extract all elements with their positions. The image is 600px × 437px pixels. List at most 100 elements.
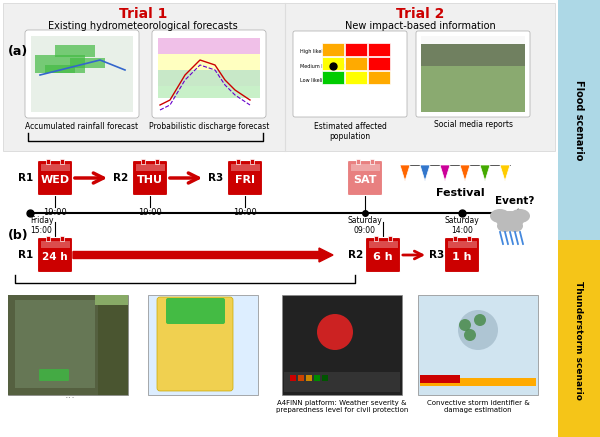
Ellipse shape — [490, 209, 510, 223]
Text: R1: R1 — [19, 250, 34, 260]
Polygon shape — [460, 165, 470, 181]
Bar — [290, 375, 296, 381]
Text: R2: R2 — [113, 173, 128, 183]
Text: Trial 1: Trial 1 — [119, 7, 167, 21]
Bar — [236, 159, 240, 164]
Text: R3: R3 — [208, 173, 224, 183]
Ellipse shape — [497, 220, 513, 232]
FancyBboxPatch shape — [133, 160, 167, 195]
Text: SAT: SAT — [353, 175, 377, 185]
Bar — [31, 36, 133, 112]
Bar — [158, 38, 260, 54]
Bar — [370, 159, 374, 164]
Bar — [345, 43, 367, 56]
Bar — [148, 295, 258, 395]
Bar — [345, 71, 367, 84]
Bar — [368, 57, 390, 70]
Text: Thunderstorm scenario: Thunderstorm scenario — [575, 281, 583, 399]
Text: THU: THU — [137, 175, 163, 185]
Text: 19:00: 19:00 — [138, 208, 162, 217]
FancyBboxPatch shape — [152, 30, 266, 118]
Bar — [8, 295, 128, 395]
Text: A4FINN platform: Weather severity &
preparedness level for civil protection: A4FINN platform: Weather severity & prep… — [276, 400, 408, 413]
FancyBboxPatch shape — [293, 31, 407, 117]
Polygon shape — [400, 165, 410, 181]
Text: (a): (a) — [8, 45, 28, 59]
Circle shape — [458, 310, 498, 350]
Text: Estimated affected
population: Estimated affected population — [314, 122, 386, 142]
Text: WED: WED — [40, 175, 70, 185]
Bar — [15, 300, 95, 388]
Bar — [350, 163, 380, 170]
Ellipse shape — [510, 209, 530, 223]
Bar — [230, 163, 260, 170]
Bar — [345, 57, 367, 70]
Bar — [420, 375, 460, 383]
Bar — [45, 65, 75, 73]
Text: R3: R3 — [430, 250, 445, 260]
Bar — [421, 36, 525, 112]
Ellipse shape — [507, 220, 523, 232]
Text: FRI: FRI — [235, 175, 255, 185]
Bar — [70, 58, 105, 68]
Text: Festival: Festival — [436, 188, 484, 198]
Polygon shape — [500, 165, 510, 181]
FancyBboxPatch shape — [227, 160, 263, 195]
Bar — [60, 236, 64, 241]
Bar — [453, 236, 457, 241]
Text: (b): (b) — [8, 229, 29, 243]
Text: R1: R1 — [19, 173, 34, 183]
Ellipse shape — [496, 211, 524, 229]
Bar — [448, 240, 476, 247]
Text: Convective storm identifier &
damage estimation: Convective storm identifier & damage est… — [427, 400, 529, 413]
Text: R2: R2 — [349, 250, 364, 260]
Bar — [368, 43, 390, 56]
Text: 19:00: 19:00 — [233, 208, 257, 217]
FancyBboxPatch shape — [157, 297, 233, 391]
Text: New impact-based information: New impact-based information — [344, 21, 496, 31]
Bar — [60, 159, 64, 164]
Bar — [418, 295, 538, 395]
FancyBboxPatch shape — [37, 160, 73, 195]
Bar — [558, 240, 600, 437]
Bar — [155, 159, 159, 164]
Bar — [298, 375, 304, 381]
Circle shape — [459, 319, 471, 331]
Text: 6 h: 6 h — [373, 252, 393, 262]
Bar — [314, 375, 320, 381]
Polygon shape — [480, 165, 490, 181]
Bar — [306, 375, 312, 381]
FancyBboxPatch shape — [445, 237, 479, 273]
Bar — [3, 3, 555, 151]
Bar — [158, 86, 260, 98]
FancyBboxPatch shape — [416, 31, 530, 117]
Bar — [356, 159, 360, 164]
Bar — [141, 159, 145, 164]
Polygon shape — [440, 165, 450, 181]
FancyBboxPatch shape — [25, 30, 139, 118]
Text: Accumulated rainfall forecast: Accumulated rainfall forecast — [25, 122, 139, 131]
Bar — [250, 159, 254, 164]
Text: Friday
15:00: Friday 15:00 — [30, 216, 53, 236]
Text: Saturday
14:00: Saturday 14:00 — [445, 216, 479, 236]
FancyBboxPatch shape — [39, 369, 69, 381]
Circle shape — [464, 329, 476, 341]
Bar — [136, 163, 164, 170]
Bar — [55, 45, 95, 57]
Bar — [41, 163, 70, 170]
Bar — [374, 236, 378, 241]
Bar — [558, 0, 600, 240]
Text: 1 h: 1 h — [452, 252, 472, 262]
FancyBboxPatch shape — [166, 298, 225, 324]
Text: 19:00: 19:00 — [43, 208, 67, 217]
Text: Social media reports: Social media reports — [433, 120, 512, 129]
Text: Trial 2: Trial 2 — [396, 7, 444, 21]
Bar — [41, 240, 70, 247]
Text: Flood scenario: Flood scenario — [574, 80, 584, 160]
Polygon shape — [420, 165, 430, 181]
Text: 24 h: 24 h — [42, 252, 68, 262]
FancyBboxPatch shape — [37, 237, 73, 273]
FancyArrow shape — [73, 248, 333, 262]
Text: High likelihood: High likelihood — [300, 49, 337, 55]
Text: Medium likelihood: Medium likelihood — [300, 63, 345, 69]
